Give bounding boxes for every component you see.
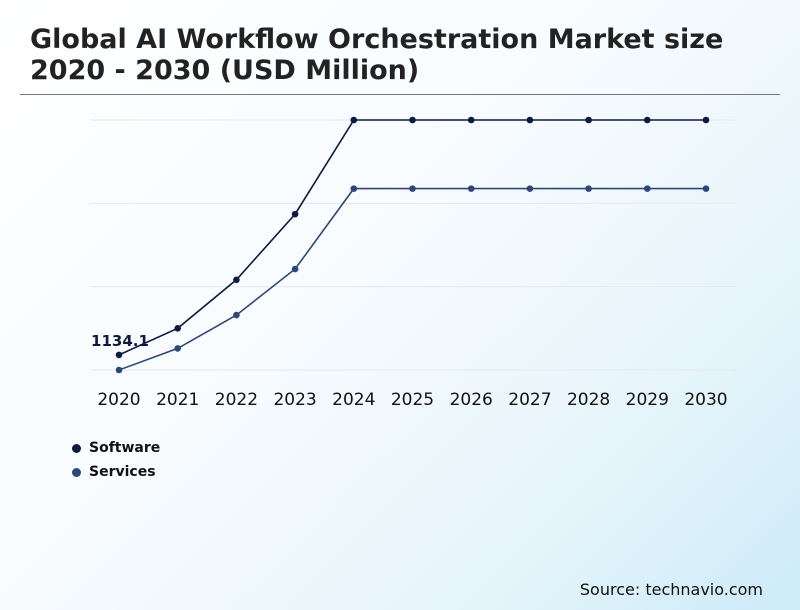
data-point-services-2024 <box>350 185 358 192</box>
x-tick-label: 2027 <box>508 390 551 410</box>
data-point-services-2022 <box>233 311 240 319</box>
x-tick-label: 2025 <box>391 390 434 410</box>
data-point-services-2025 <box>409 185 416 192</box>
data-point-software-2022 <box>233 276 240 284</box>
data-point-software-2029 <box>644 116 651 124</box>
data-point-services-2029 <box>644 185 651 192</box>
data-point-services-2027 <box>526 185 534 192</box>
data-points <box>115 116 710 374</box>
x-tick-label: 2021 <box>156 390 199 410</box>
x-tick-label: 2023 <box>273 390 316 410</box>
grid-lines <box>90 119 736 371</box>
data-point-software-2030 <box>702 116 710 124</box>
data-point-services-2023 <box>291 265 299 273</box>
chart-legend: Software Services <box>72 436 160 484</box>
data-point-software-2023 <box>291 210 299 218</box>
series-line-services <box>118 187 706 371</box>
x-tick-label: 2029 <box>626 390 669 410</box>
x-tick-label: 2030 <box>684 390 727 410</box>
legend-item-software: Software <box>72 436 160 460</box>
data-point-software-2021 <box>174 325 181 332</box>
data-point-services-2026 <box>467 185 475 192</box>
data-point-services-2020 <box>115 366 123 374</box>
data-point-software-2025 <box>409 116 416 124</box>
data-point-software-2027 <box>526 116 534 124</box>
legend-label: Software <box>89 440 161 456</box>
data-labels: 1134.1 <box>91 332 149 350</box>
legend-swatch <box>72 443 81 453</box>
legend-swatch <box>72 467 81 477</box>
legend-label: Services <box>89 464 156 480</box>
x-tick-label: 2020 <box>97 390 140 410</box>
series-line-software <box>118 119 706 356</box>
legend-item-services: Services <box>72 460 160 484</box>
series-lines <box>118 119 706 371</box>
x-tick-label: 2026 <box>450 390 493 410</box>
data-point-software-2026 <box>467 116 475 124</box>
data-point-services-2021 <box>174 345 181 352</box>
data-point-software-2024 <box>350 116 358 124</box>
title-divider <box>20 94 780 95</box>
x-tick-label: 2022 <box>215 390 258 410</box>
data-point-software-2020 <box>115 351 123 359</box>
x-tick-label: 2028 <box>567 390 610 410</box>
x-tick-label: 2024 <box>332 390 375 410</box>
data-label: 1134.1 <box>91 332 149 350</box>
x-axis-ticks: 2020 2021 2022 2023 2024 2025 2026 2027 2028 2029… <box>97 390 727 410</box>
data-point-software-2028 <box>585 116 592 124</box>
data-point-services-2030 <box>702 185 710 192</box>
source-credit: Source: technavio.com <box>579 580 763 599</box>
data-point-services-2028 <box>585 185 592 192</box>
chart-title: Global AI Workflow Orchestration Market … <box>30 24 724 86</box>
